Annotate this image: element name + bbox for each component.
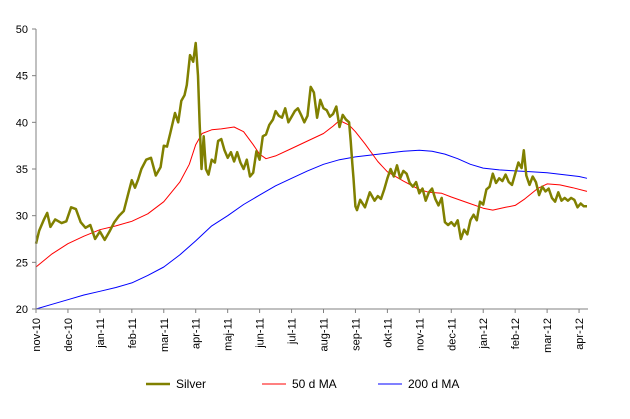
y-tick-label: 20 [16,304,28,316]
y-tick-labels: 20 25 30 35 40 45 50 [16,24,28,316]
x-tick-label: nov-10 [31,318,43,352]
x-tick-label: jan-12 [478,318,490,350]
series-line-silver [34,41,587,244]
y-tick-label: 50 [16,24,28,36]
x-tick-label: apr-11 [191,318,203,349]
legend-label: Silver [176,377,206,391]
x-tick-label: mar-12 [542,318,554,353]
series-line-200-d-ma [35,149,588,310]
x-tick-label: dec-11 [446,318,458,351]
x-tick-label: apr-12 [574,318,586,350]
x-tick-label: maj-11 [223,318,235,351]
x-tick-label: aug-11 [319,318,331,351]
y-tick-label: 45 [16,71,28,83]
x-tick-label: feb-11 [127,318,139,348]
y-tick-label: 40 [16,117,28,129]
x-tick-label: dec-10 [63,318,75,352]
x-tick-label: nov-11 [414,318,426,351]
x-tick-label: sep-11 [350,318,362,351]
y-tick-label: 25 [16,257,28,269]
x-tick-label: jul-11 [287,318,299,345]
x-tick-label: okt-11 [382,318,394,348]
x-tick-label: jan-11 [95,318,107,349]
y-tick-label: 30 [16,211,28,223]
plot-lines [34,41,588,310]
legend-label: 200 d MA [408,377,459,391]
x-tick-label: jun-11 [255,318,267,349]
x-tick-label: mar-11 [159,318,171,352]
y-tick-label: 35 [16,164,28,176]
series-line-50-d-ma [35,120,588,268]
axes [32,28,588,313]
x-tick-labels: nov-10 dec-10 jan-11 feb-11 mar-11 apr-11 maj-… [31,318,586,353]
x-tick-label: feb-12 [510,318,522,349]
legend-label: 50 d MA [292,377,337,391]
legend: Silver 50 d MA 200 d MA [146,377,459,391]
